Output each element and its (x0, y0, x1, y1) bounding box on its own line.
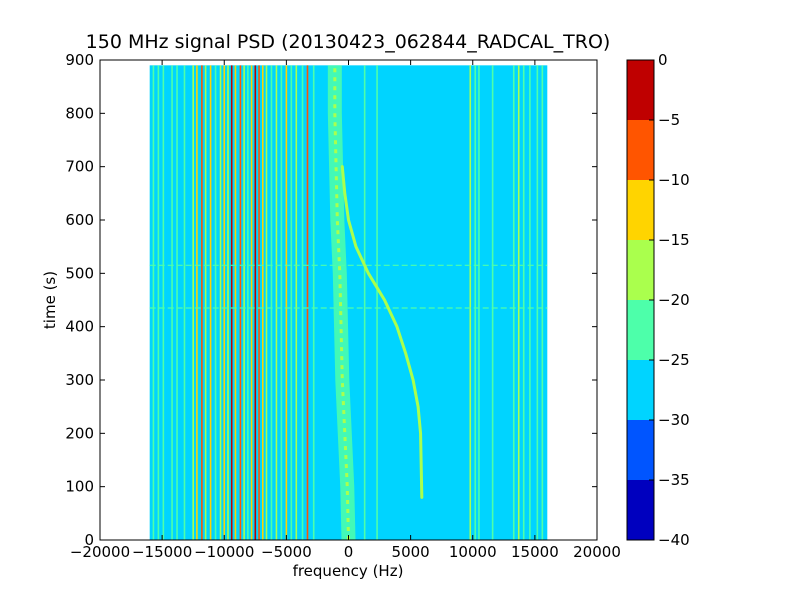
y-tick-label-6: 600 (65, 211, 94, 229)
colorbar-tick-label-3: −15 (658, 231, 690, 249)
colorbar-tick-label-1: −5 (658, 111, 680, 129)
colorbar-tick-label-6: −30 (658, 411, 690, 429)
noise-band (327, 65, 356, 540)
plot-frame (99, 59, 598, 541)
colorbar-level-2 (627, 180, 654, 241)
x-tick-label-2: −10000 (194, 543, 254, 561)
colorbar-level-6 (627, 420, 654, 481)
y-tick-label-8: 800 (65, 104, 94, 122)
x-tick-label-0: −20000 (70, 543, 130, 561)
x-tick-label-1: −15000 (132, 543, 192, 561)
y-tick-label-2: 200 (65, 424, 94, 442)
x-tick-label-4: 0 (344, 543, 354, 561)
colorbar-level-0 (627, 60, 654, 121)
y-tick-label-0: 0 (84, 531, 94, 549)
y-tick-label-7: 700 (65, 158, 94, 176)
colorbar-tick-label-2: −10 (658, 171, 690, 189)
colorbar-tick-label-0: 0 (658, 51, 668, 69)
x-tick-label-5: 5000 (392, 543, 430, 561)
x-tick-label-3: −5000 (261, 543, 312, 561)
chart-title: 150 MHz signal PSD (20130423_062844_RADC… (86, 31, 611, 53)
colorbar-tick-label-8: −40 (658, 531, 690, 549)
colorbar: 0 −5 −10 −15 −20 −25 −30 −35 −40 (626, 51, 690, 549)
y-tick-label-3: 300 (65, 371, 94, 389)
y-tick-label-1: 100 (65, 478, 94, 496)
colorbar-level-4 (627, 300, 654, 361)
colorbar-level-5 (627, 360, 654, 421)
y-axis-label: time (s) (41, 271, 59, 329)
x-tick-label-8: 20000 (573, 543, 621, 561)
y-tick-label-5: 500 (65, 264, 94, 282)
x-tick-label-6: 10000 (449, 543, 497, 561)
doppler-curve (340, 165, 424, 499)
y-tick-label-4: 400 (65, 318, 94, 336)
colorbar-tick-label-4: −20 (658, 291, 690, 309)
heatmap-plot: −20000 −15000 −10000 −5000 0 5000 10000 15000 20… (65, 51, 621, 561)
y-tick-label-9: 900 (65, 51, 94, 69)
colorbar-tick-label-5: −25 (658, 351, 690, 369)
colorbar-tick-label-7: −35 (658, 471, 690, 489)
colorbar-level-3 (627, 240, 654, 301)
x-axis-label: frequency (Hz) (293, 562, 404, 580)
colorbar-level-7 (627, 480, 654, 541)
x-tick-label-7: 15000 (511, 543, 559, 561)
colorbar-level-1 (627, 120, 654, 181)
